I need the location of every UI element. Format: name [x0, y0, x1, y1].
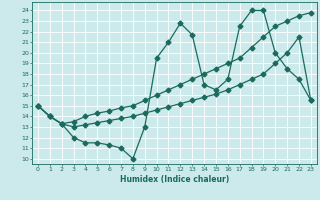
X-axis label: Humidex (Indice chaleur): Humidex (Indice chaleur): [120, 175, 229, 184]
